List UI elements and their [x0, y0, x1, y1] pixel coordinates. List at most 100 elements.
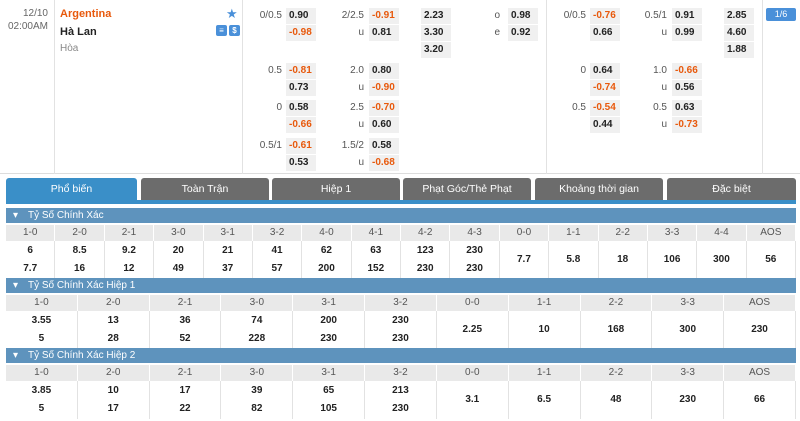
tab-special[interactable]: Đặc biệt — [667, 178, 796, 200]
odds-value[interactable]: -0.66 — [286, 117, 316, 133]
tab-popular[interactable]: Phổ biến — [6, 178, 137, 200]
odds-value[interactable]: -0.61 — [286, 138, 316, 154]
odds-value[interactable]: -0.73 — [672, 117, 702, 133]
more-markets-badge[interactable]: 1/6 — [766, 8, 796, 21]
draw-score-odds[interactable]: 56 — [765, 254, 777, 265]
tab-first-half[interactable]: Hiệp 1 — [272, 178, 400, 200]
section-header[interactable]: Tỷ Số Chính Xác Hiệp 1 — [6, 278, 796, 293]
home-score-odds[interactable]: 230 — [392, 315, 409, 326]
odds-value[interactable]: -0.98 — [286, 25, 316, 41]
odds-value[interactable]: 4.60 — [724, 25, 754, 41]
away-score-odds[interactable]: 7.7 — [23, 263, 38, 274]
tab-time-period[interactable]: Khoảng thời gian — [535, 178, 663, 200]
odds-value[interactable]: 0.99 — [672, 25, 702, 41]
odds-value[interactable]: 0.63 — [672, 100, 702, 116]
odds-value[interactable]: 0.58 — [369, 138, 399, 154]
odds-value[interactable]: -0.91 — [369, 8, 399, 24]
away-score-odds[interactable]: 230 — [392, 403, 409, 414]
favorite-star-icon[interactable]: ★ — [226, 6, 238, 21]
home-score-odds[interactable]: 74 — [251, 315, 263, 326]
home-score-odds[interactable]: 3.55 — [31, 315, 52, 326]
home-score-odds[interactable]: 17 — [179, 385, 191, 396]
draw-score-odds[interactable]: 2.25 — [462, 324, 483, 335]
away-score-odds[interactable]: 200 — [318, 263, 335, 274]
home-score-odds[interactable]: 62 — [320, 245, 332, 256]
draw-score-odds[interactable]: 10 — [538, 324, 550, 335]
draw-score-odds[interactable]: 7.7 — [516, 254, 531, 265]
draw-score-odds[interactable]: 48 — [610, 394, 622, 405]
tab-full-match[interactable]: Toàn Trận — [141, 178, 269, 200]
odds-value[interactable]: 0.56 — [672, 80, 702, 96]
odds-value[interactable]: -0.66 — [672, 63, 702, 79]
odds-value[interactable]: -0.90 — [369, 80, 399, 96]
odds-value[interactable]: -0.68 — [369, 155, 399, 171]
away-score-odds[interactable]: 37 — [222, 263, 234, 274]
section-header[interactable]: Tỷ Số Chính Xác Hiệp 2 — [6, 348, 796, 363]
odds-value[interactable]: 0.92 — [508, 25, 538, 41]
odds-value[interactable]: 0.60 — [369, 117, 399, 133]
draw-score-odds[interactable]: 106 — [663, 254, 681, 265]
away-score-odds[interactable]: 230 — [392, 333, 409, 344]
home-score-odds[interactable]: 3.85 — [31, 385, 52, 396]
home-team[interactable]: Argentina — [60, 8, 112, 20]
away-score-odds[interactable]: 230 — [466, 263, 483, 274]
draw-score-odds[interactable]: 18 — [617, 254, 629, 265]
draw-score-odds[interactable]: 230 — [751, 324, 768, 335]
draw-score-odds[interactable]: 6.5 — [537, 394, 552, 405]
home-score-odds[interactable]: 123 — [416, 245, 434, 256]
home-score-odds[interactable]: 39 — [251, 385, 263, 396]
odds-value[interactable]: 0.80 — [369, 63, 399, 79]
away-score-odds[interactable]: 5 — [38, 403, 45, 414]
odds-value[interactable]: 0.91 — [672, 8, 702, 24]
away-score-odds[interactable]: 230 — [416, 263, 434, 274]
home-score-odds[interactable]: 10 — [107, 385, 119, 396]
away-score-odds[interactable]: 49 — [172, 263, 184, 274]
odds-value[interactable]: 2.85 — [724, 8, 754, 24]
draw-score-odds[interactable]: 66 — [753, 394, 766, 405]
draw-score-odds[interactable]: 5.8 — [566, 254, 581, 265]
away-score-odds[interactable]: 105 — [320, 403, 337, 414]
away-team[interactable]: Hà Lan — [60, 26, 97, 38]
draw-score-odds[interactable]: 300 — [679, 324, 697, 335]
odds-value[interactable]: 2.23 — [421, 8, 451, 24]
odds-value[interactable]: 0.73 — [286, 80, 316, 96]
home-score-odds[interactable]: 9.2 — [121, 245, 136, 256]
away-score-odds[interactable]: 152 — [367, 263, 385, 274]
stats-icon[interactable]: ≡ — [216, 25, 227, 36]
away-score-odds[interactable]: 22 — [179, 403, 191, 414]
away-score-odds[interactable]: 5 — [38, 333, 45, 344]
odds-value[interactable]: 0.53 — [286, 155, 316, 171]
odds-value[interactable]: 3.20 — [421, 42, 451, 58]
away-score-odds[interactable]: 52 — [179, 333, 191, 344]
away-score-odds[interactable]: 228 — [248, 333, 266, 344]
tab-corners-cards[interactable]: Phạt Góc/Thẻ Phạt — [403, 178, 531, 200]
away-score-odds[interactable]: 82 — [251, 403, 263, 414]
draw-score-odds[interactable]: 168 — [607, 324, 625, 335]
odds-value[interactable]: 3.30 — [421, 25, 451, 41]
odds-value[interactable]: 0.98 — [508, 8, 538, 24]
home-score-odds[interactable]: 6 — [27, 245, 33, 256]
draw-score-odds[interactable]: 230 — [679, 394, 697, 405]
away-score-odds[interactable]: 17 — [107, 403, 119, 414]
home-score-odds[interactable]: 200 — [320, 315, 337, 326]
away-score-odds[interactable]: 16 — [74, 263, 86, 274]
home-score-odds[interactable]: 41 — [271, 245, 283, 256]
odds-value[interactable]: 0.66 — [590, 25, 620, 41]
odds-value[interactable]: -0.76 — [590, 8, 620, 24]
odds-value[interactable]: -0.81 — [286, 63, 316, 79]
odds-value[interactable]: 0.64 — [590, 63, 620, 79]
home-score-odds[interactable]: 230 — [466, 245, 483, 256]
home-score-odds[interactable]: 65 — [323, 385, 335, 396]
odds-value[interactable]: 0.90 — [286, 8, 316, 24]
home-score-odds[interactable]: 21 — [222, 245, 234, 256]
home-score-odds[interactable]: 213 — [392, 385, 409, 396]
draw-score-odds[interactable]: 300 — [713, 254, 730, 265]
home-score-odds[interactable]: 8.5 — [72, 245, 87, 256]
away-score-odds[interactable]: 57 — [271, 263, 283, 274]
odds-value[interactable]: 0.58 — [286, 100, 316, 116]
home-score-odds[interactable]: 20 — [172, 245, 184, 256]
odds-value[interactable]: -0.74 — [590, 80, 620, 96]
home-score-odds[interactable]: 13 — [107, 315, 119, 326]
odds-value[interactable]: -0.54 — [590, 100, 620, 116]
home-score-odds[interactable]: 63 — [370, 245, 382, 256]
